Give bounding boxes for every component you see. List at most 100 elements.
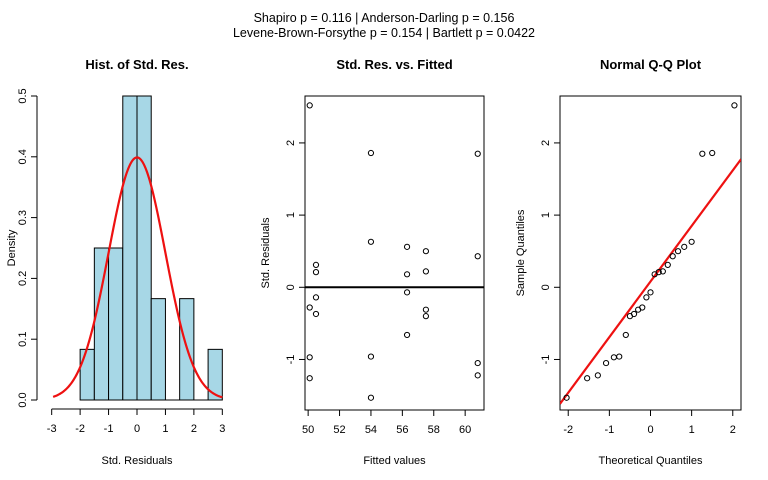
panel3-data-point (563, 394, 570, 401)
panel2-data-point (312, 310, 320, 318)
panel1-x-tick-label: 2 (191, 423, 197, 435)
panel2-y-tick-label: 0 (285, 284, 297, 290)
panel2-data-point (367, 238, 375, 245)
panel3-data-point (639, 304, 646, 311)
panel1-y-tick-label: 0.1 (17, 332, 29, 347)
panel2-data-point (422, 268, 430, 275)
panel2-data-point (312, 294, 320, 301)
panel2-data-point (306, 354, 313, 361)
panel2-data-point (422, 306, 430, 313)
panel2-x-tick-label: 50 (302, 424, 314, 436)
panel2-data-point (403, 331, 411, 339)
panel1-x-tick-label: 3 (219, 423, 225, 435)
panel3-x-tick-label: 1 (689, 424, 695, 436)
panel1-x-tick-label: 0 (134, 423, 140, 435)
panel2-data-point (422, 313, 430, 320)
panel3-x-tick-label: -2 (563, 424, 573, 436)
panel1-hist-bar (122, 95, 138, 401)
panel1-hist-bar (93, 247, 110, 401)
panel2-data-point (367, 394, 375, 401)
panel1-hist-bar (136, 95, 152, 401)
panel3-x-axis-label: Theoretical Quantiles (599, 455, 703, 467)
panel1-x-tick-label: -2 (75, 423, 85, 435)
panel1-y-tick-label: 0.2 (17, 271, 29, 286)
panel2-x-tick-label: 60 (459, 424, 471, 436)
panel3-data-point (655, 269, 662, 276)
panel1-hist-bar (108, 247, 124, 401)
panel2-data-point (367, 149, 375, 157)
panel1-y-tick-label: 0.0 (17, 392, 29, 407)
panel3-data-point (669, 253, 676, 260)
panel3-data-point (584, 375, 591, 382)
panel3-y-tick-label: -1 (540, 355, 552, 365)
panel2-y-tick-label: 1 (285, 212, 297, 218)
panel1-y-tick-label: 0.4 (17, 149, 29, 164)
panel1-normal-density-curve (52, 156, 223, 399)
panel3-data-point (622, 331, 629, 339)
panel3-title: Normal Q-Q Plot (600, 57, 702, 72)
panel3-data-point (616, 353, 623, 360)
panel2-data-point (306, 375, 313, 382)
panel1-y-tick-label: 0.3 (17, 210, 29, 225)
panel3-data-point (681, 243, 688, 250)
panel2-data-point (474, 253, 481, 260)
panel2-data-point (474, 372, 481, 379)
suptitle-line-2: Levene-Brown-Forsythe p = 0.154 | Bartle… (232, 26, 536, 40)
panel3-data-point (709, 149, 716, 157)
panel2-y-tick-label: 2 (285, 140, 297, 146)
panel2-y-axis-label: Std. Residuals (260, 217, 272, 288)
panel3-data-point (602, 359, 610, 367)
panel3-data-point (699, 150, 706, 157)
panel3-data-point (731, 102, 738, 109)
panel3-y-axis-label: Sample Quantiles (515, 209, 527, 296)
panel2-x-tick-label: 56 (396, 424, 408, 436)
panel3-data-point (594, 372, 601, 379)
panel3-y-tick-label: 1 (540, 212, 552, 218)
panel3-data-point (647, 289, 654, 296)
panel1-hist-bar (150, 298, 166, 401)
panel3-data-point (659, 268, 666, 275)
panel3-data-point (643, 294, 650, 301)
panel2-y-tick-label: -1 (285, 355, 297, 365)
panel3-x-tick-label: 2 (730, 424, 736, 436)
panel2-data-point (422, 248, 430, 255)
panel2-x-tick-label: 58 (428, 424, 440, 436)
panel2-x-axis-label: Fitted values (363, 455, 426, 467)
panel2-data-point (474, 359, 481, 367)
panel1-x-axis-label: Std. Residuals (102, 455, 173, 467)
panel3-x-tick-label: 0 (647, 424, 653, 436)
panel3-y-tick-label: 2 (540, 140, 552, 146)
panel2-x-tick-label: 52 (333, 424, 345, 436)
panel3-qq-reference-line (560, 158, 741, 405)
panel1-hist-bar (79, 348, 95, 401)
panel3-data-point (610, 354, 617, 361)
panel1-hist-bar (207, 348, 223, 401)
panel3-data-point (664, 261, 671, 269)
suptitle-line-1: Shapiro p = 0.116 | Anderson-Darling p =… (253, 11, 515, 25)
panel2-plot-frame (304, 95, 485, 411)
panel2-data-point (403, 289, 411, 296)
panel2-x-tick-label: 54 (365, 424, 377, 436)
panel3-data-point (674, 248, 682, 255)
panel2-data-point (312, 261, 320, 269)
panel2-data-point (403, 243, 411, 250)
panel2-data-point (306, 102, 313, 109)
panel1-x-tick-label: -1 (104, 423, 114, 435)
panel2-data-point (367, 353, 375, 360)
panel3-plot-frame (559, 95, 742, 411)
panel2-data-point (312, 269, 320, 276)
panel1-y-tick-label: 0.5 (17, 88, 29, 103)
panel3-data-point (688, 238, 695, 245)
panel1-x-tick-label: -3 (47, 423, 57, 435)
panel2-data-point (403, 271, 411, 278)
panel1-x-tick-label: 1 (162, 423, 168, 435)
panel2-data-point (474, 150, 481, 157)
panel2-data-point (306, 304, 313, 311)
panel3-x-tick-label: -1 (604, 424, 614, 436)
panel3-y-tick-label: 0 (540, 284, 552, 290)
panel1-y-axis-label: Density (6, 229, 18, 266)
panel2-title: Std. Res. vs. Fitted (336, 57, 452, 72)
panel1-title: Hist. of Std. Res. (85, 57, 188, 72)
panel3-data-point (630, 310, 638, 318)
